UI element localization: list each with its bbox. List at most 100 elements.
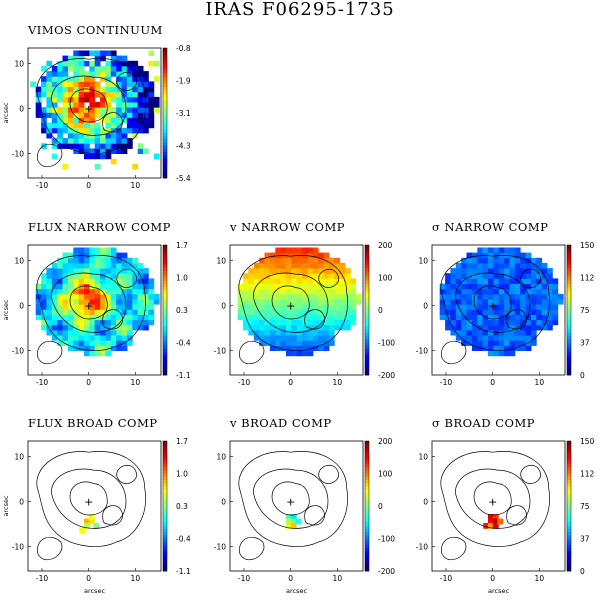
map-pixel [312,319,319,326]
map-pixel [280,257,287,264]
map-pixel [57,122,63,129]
map-pixel [73,50,80,57]
map-pixel [302,329,308,336]
contours [238,255,348,365]
map-pixel [84,340,90,346]
map-pixel [51,319,58,326]
colorbar-tick-label: -5.4 [176,174,191,183]
map-pixel [73,143,80,149]
map-pixel [51,102,58,108]
map-pixel [461,329,467,336]
contour-line [36,536,63,561]
colorbar-tick-label: -0.4 [176,339,191,348]
map-pixel [323,329,330,336]
map-pixel [461,273,467,279]
map-pixel [121,91,128,98]
map-pixel [280,345,287,351]
colorbar-segment [163,486,167,491]
map-pixel [291,309,298,315]
map-pixel [530,293,537,300]
nucleus-marker: + [488,300,497,313]
map-pixel [455,335,462,341]
colorbar-segment [365,460,369,465]
map-pixel [78,335,85,341]
map-pixel [488,335,494,341]
colorbar-segment [567,310,571,314]
map-pixel [525,309,532,315]
map-pixel [323,319,330,326]
map-pixel [84,148,90,154]
colorbar-segment [163,135,167,140]
map-pixel [461,262,467,269]
map-pixel [78,76,85,82]
map-pixel [100,304,106,310]
contour-line [69,88,108,123]
map-pixel [552,278,559,284]
map-pixel [62,335,69,341]
map-pixel [461,268,467,274]
map-pixel [89,345,96,351]
map-pixel [100,335,106,341]
map-pixel [461,293,467,300]
colorbar-segment [163,48,167,52]
map-pixel [275,324,282,331]
map-pixel [100,50,106,57]
map-pixel [110,268,117,274]
y-tick-label: 10 [14,60,24,69]
map-pixel [302,340,308,346]
map-pixel [94,268,101,274]
map-pixel [339,309,346,315]
map-pixel [153,60,160,67]
map-pixel [110,55,117,62]
map-pixel [290,523,297,529]
colorbar-segment [365,489,369,494]
map-pixel [73,107,80,113]
axes-frame [27,244,162,376]
panel-title: FLUX NARROW COMP [28,220,171,234]
map-pixel [520,252,526,259]
map-pixel [253,329,260,336]
map-pixel [498,350,505,357]
map-pixel [455,262,462,269]
map-pixel [498,309,505,315]
map-pixel [275,299,282,305]
map-pixel [318,345,324,351]
map-pixel [514,309,521,315]
x-tick-label: 10 [535,574,545,583]
map-pixel [100,127,106,134]
map-pixel [62,102,69,108]
colorbar-segment [163,258,167,262]
map-pixel [94,153,101,160]
map-pixel [450,278,457,284]
map-pixel [302,283,308,290]
colorbar-segment [163,254,167,259]
colorbar-segment [567,447,571,452]
map-pixel [269,340,276,346]
map-pixel [62,81,69,87]
map-pixel [73,86,80,93]
map-pixel [471,283,478,290]
map-pixel [514,268,521,274]
map-pixel [116,252,122,259]
colorbar-segment [365,277,369,282]
map-pixel [153,96,160,103]
map-pixel [41,273,47,279]
map-pixel [105,143,112,149]
map-pixel [51,86,58,93]
map-pixel [78,319,85,326]
map-pixel [100,268,106,274]
colorbar-segment [163,300,167,304]
map-pixel [307,278,314,284]
map-pixel [466,262,473,269]
map-pixel [89,112,96,118]
map-pixel [67,268,74,274]
map-pixel [84,278,90,284]
map-pixel [89,81,96,87]
map-pixel [541,283,548,290]
map-pixel [110,86,117,93]
map-pixel [126,96,133,103]
map-pixel [488,340,494,346]
map-pixel [520,304,526,310]
map-pixel [345,293,351,300]
map-pixel [334,273,341,279]
